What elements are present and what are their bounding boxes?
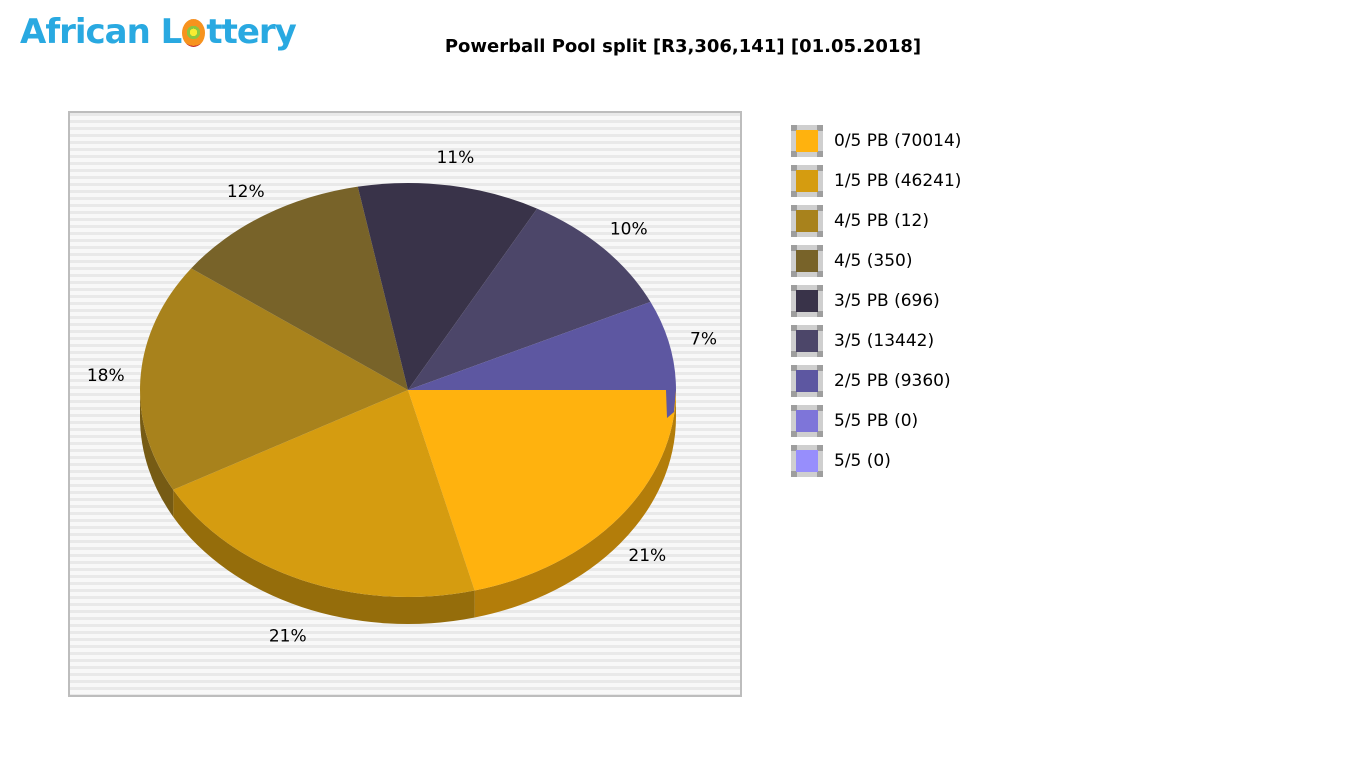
legend-label: 5/5 (0) [834, 451, 891, 471]
legend: 0/5 PB (70014) 1/5 PB (46241) 4/5 PB (12) 4… [791, 125, 961, 485]
legend-label: 4/5 PB (12) [834, 211, 929, 231]
logo-text-prefix: African L [20, 12, 182, 52]
lottery-ball-icon [182, 19, 206, 47]
legend-label: 0/5 PB (70014) [834, 131, 962, 151]
legend-label: 2/5 PB (9360) [834, 371, 951, 391]
pie-slice [191, 186, 408, 390]
pie-slice-side [474, 390, 676, 618]
legend-swatch [791, 405, 823, 437]
legend-swatch [791, 245, 823, 277]
legend-item: 5/5 (0) [791, 445, 961, 477]
pie-percent-label: 21% [269, 626, 307, 646]
pie-percent-label: 11% [436, 148, 474, 168]
pie-slice [408, 208, 651, 390]
pie-percent-label: 7% [690, 330, 717, 350]
legend-item: 2/5 PB (9360) [791, 365, 961, 397]
logo-text-suffix: ttery [206, 12, 296, 52]
legend-swatch-color [796, 370, 818, 392]
legend-item: 4/5 PB (12) [791, 205, 961, 237]
legend-swatch [791, 125, 823, 157]
logo: African L ttery [20, 12, 297, 52]
legend-label: 5/5 PB (0) [834, 411, 919, 431]
pie-percent-label: 10% [610, 219, 648, 239]
pie-slice [140, 268, 408, 490]
legend-label: 4/5 (350) [834, 251, 913, 271]
pie-slice [408, 390, 676, 591]
legend-item: 3/5 (13442) [791, 325, 961, 357]
pie-slice-side [140, 390, 174, 517]
pie-chart: 21% 21% 18% 12% 11% 10% 7% [87, 148, 717, 646]
pie-endcap [666, 390, 676, 418]
legend-swatch-color [796, 130, 818, 152]
pie-slice-side [173, 489, 475, 624]
legend-swatch [791, 445, 823, 477]
legend-item: 5/5 PB (0) [791, 405, 961, 437]
legend-swatch-color [796, 410, 818, 432]
pie-percent-label: 18% [87, 366, 125, 386]
legend-item: 4/5 (350) [791, 245, 961, 277]
legend-swatch-color [796, 170, 818, 192]
chart-panel: 21% 21% 18% 12% 11% 10% 7% [68, 111, 742, 697]
pie-percent-label: 12% [227, 182, 265, 202]
legend-swatch-color [796, 250, 818, 272]
chart-title: Powerball Pool split [R3,306,141] [01.05… [444, 36, 922, 57]
legend-swatch [791, 165, 823, 197]
legend-item: 3/5 PB (696) [791, 285, 961, 317]
legend-label: 1/5 PB (46241) [834, 171, 962, 191]
legend-swatch-color [796, 330, 818, 352]
pie-slice [173, 390, 475, 597]
legend-swatch [791, 325, 823, 357]
legend-swatch-color [796, 210, 818, 232]
legend-swatch-color [796, 450, 818, 472]
pie-percent-label: 21% [628, 546, 666, 566]
pie-slice [408, 301, 676, 390]
legend-swatch-color [796, 290, 818, 312]
legend-swatch [791, 205, 823, 237]
legend-swatch [791, 365, 823, 397]
legend-item: 1/5 PB (46241) [791, 165, 961, 197]
pie-slice [357, 183, 538, 390]
legend-swatch [791, 285, 823, 317]
legend-label: 3/5 PB (696) [834, 291, 940, 311]
legend-label: 3/5 (13442) [834, 331, 935, 351]
legend-item: 0/5 PB (70014) [791, 125, 961, 157]
